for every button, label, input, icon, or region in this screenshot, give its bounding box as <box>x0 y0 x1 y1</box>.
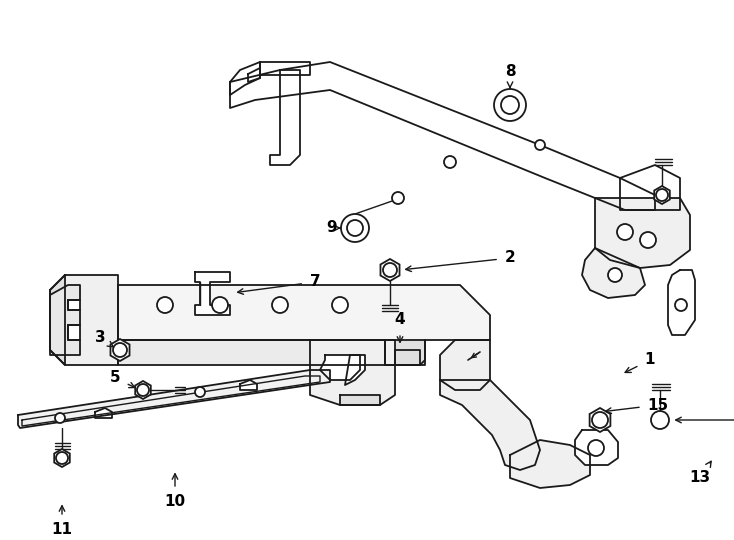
Polygon shape <box>620 165 680 210</box>
Polygon shape <box>575 430 618 465</box>
Text: 11: 11 <box>51 506 73 537</box>
Polygon shape <box>440 380 540 470</box>
Polygon shape <box>230 62 655 210</box>
Ellipse shape <box>504 100 515 110</box>
Circle shape <box>212 297 228 313</box>
Polygon shape <box>118 340 385 365</box>
Polygon shape <box>195 272 230 315</box>
Polygon shape <box>510 440 590 488</box>
Circle shape <box>392 192 404 204</box>
Circle shape <box>56 452 68 464</box>
Text: 3: 3 <box>95 330 113 347</box>
Text: 9: 9 <box>327 220 341 235</box>
Text: 1: 1 <box>625 353 655 373</box>
Polygon shape <box>18 370 330 428</box>
Polygon shape <box>248 68 260 82</box>
Circle shape <box>501 96 519 114</box>
Polygon shape <box>310 340 395 405</box>
Polygon shape <box>320 355 360 380</box>
Circle shape <box>195 387 205 397</box>
Text: 14: 14 <box>676 413 734 428</box>
Polygon shape <box>54 449 70 467</box>
Polygon shape <box>589 408 611 432</box>
Circle shape <box>137 384 149 396</box>
Text: 8: 8 <box>505 64 515 88</box>
Polygon shape <box>440 340 490 390</box>
Polygon shape <box>385 340 425 365</box>
Polygon shape <box>582 248 645 298</box>
Polygon shape <box>395 350 420 365</box>
Text: 7: 7 <box>238 274 320 294</box>
Polygon shape <box>270 70 300 165</box>
Text: 12: 12 <box>0 539 1 540</box>
Circle shape <box>494 89 526 121</box>
Text: 6: 6 <box>0 539 1 540</box>
Polygon shape <box>50 285 80 355</box>
Polygon shape <box>240 380 257 390</box>
Polygon shape <box>230 62 260 95</box>
Polygon shape <box>118 285 490 365</box>
Text: 10: 10 <box>164 474 186 510</box>
Polygon shape <box>340 395 380 405</box>
Polygon shape <box>111 339 129 361</box>
Polygon shape <box>668 270 695 335</box>
Text: 5: 5 <box>109 370 135 388</box>
Circle shape <box>656 189 668 201</box>
Polygon shape <box>654 186 670 204</box>
Text: 15: 15 <box>606 397 669 414</box>
Circle shape <box>675 299 687 311</box>
Circle shape <box>444 156 456 168</box>
Circle shape <box>608 268 622 282</box>
Circle shape <box>535 140 545 150</box>
Polygon shape <box>380 259 399 281</box>
Circle shape <box>347 220 363 236</box>
Circle shape <box>332 297 348 313</box>
Polygon shape <box>345 355 365 385</box>
Polygon shape <box>260 62 310 75</box>
Polygon shape <box>135 381 150 399</box>
Polygon shape <box>50 275 65 365</box>
Circle shape <box>651 411 669 429</box>
Polygon shape <box>68 325 80 340</box>
Polygon shape <box>68 300 80 310</box>
Circle shape <box>588 440 604 456</box>
Circle shape <box>640 232 656 248</box>
Polygon shape <box>95 408 112 418</box>
Circle shape <box>272 297 288 313</box>
Polygon shape <box>50 275 118 365</box>
Circle shape <box>157 297 173 313</box>
Circle shape <box>383 263 397 277</box>
Circle shape <box>55 413 65 423</box>
Circle shape <box>617 224 633 240</box>
Circle shape <box>592 412 608 428</box>
Circle shape <box>113 343 127 357</box>
Text: 2: 2 <box>406 251 515 272</box>
Text: 13: 13 <box>689 461 711 485</box>
Polygon shape <box>595 198 690 268</box>
Text: 4: 4 <box>395 313 405 342</box>
Circle shape <box>341 214 369 242</box>
